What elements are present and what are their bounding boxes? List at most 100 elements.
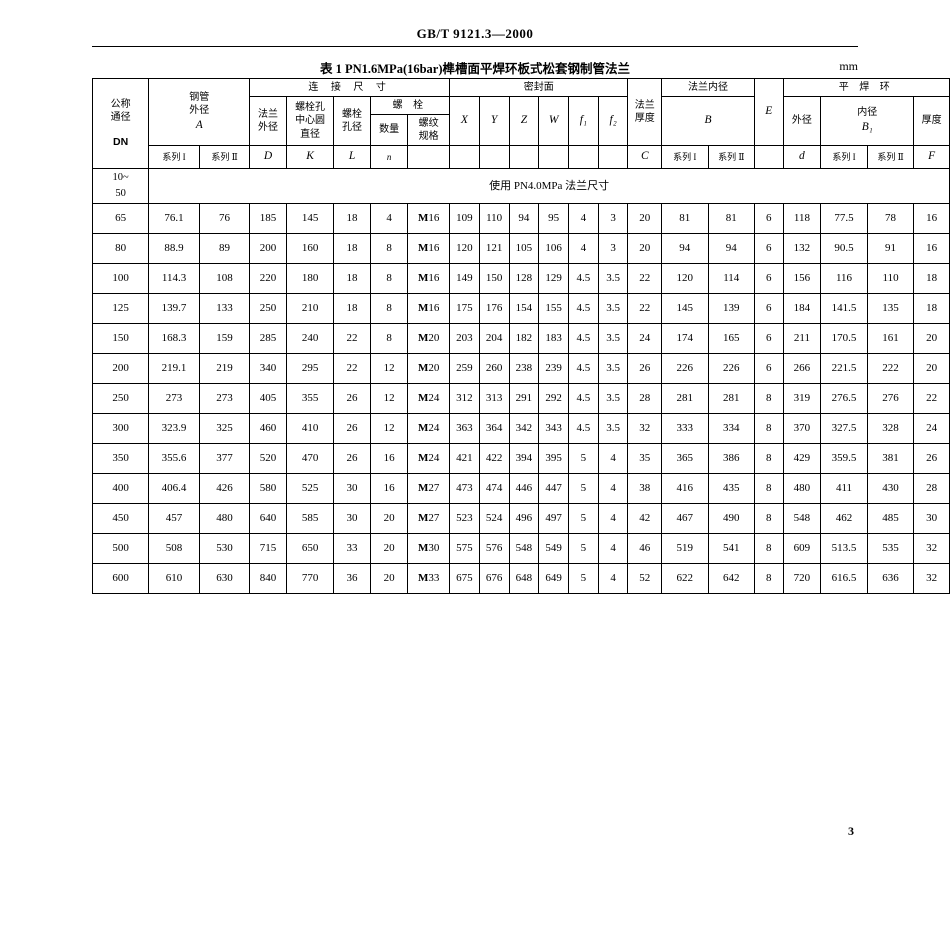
cell-f2: 4 — [597, 503, 629, 534]
cell-B_series1: 281 — [661, 383, 709, 414]
cell-f1: 4.5 — [568, 323, 599, 354]
cell-thread: M16 — [407, 293, 450, 324]
cell-A_series2: 219 — [198, 353, 251, 384]
header-W-spacer — [538, 145, 570, 169]
header-Y-spacer — [478, 145, 510, 169]
cell-E: 8 — [753, 383, 784, 414]
cell-A_series1: 273 — [148, 383, 200, 414]
cell-d: 211 — [782, 323, 822, 354]
cell-C: 52 — [627, 563, 663, 594]
cell-X: 203 — [448, 323, 480, 354]
cell-B_series1: 145 — [661, 293, 709, 324]
cell-thread: M16 — [407, 263, 450, 294]
header-symbol-C: C — [627, 145, 663, 169]
header-bolt-thread: 螺纹 规格 — [407, 114, 450, 146]
cell-f2: 3 — [597, 203, 629, 234]
header-nominal-diameter-line2: 通径 — [110, 112, 131, 124]
cell-C: 28 — [627, 383, 663, 414]
header-f2-spacer — [597, 145, 629, 169]
cell-W: 106 — [538, 233, 570, 264]
cell-f1: 4.5 — [568, 353, 599, 384]
cell-Y: 524 — [478, 503, 510, 534]
cell-B1_series1: 77.5 — [820, 203, 868, 234]
header-symbol-f2: f₂ — [597, 96, 629, 146]
header-bolt-thread-line2: 规格 — [418, 131, 439, 142]
cell-A_series1: 76.1 — [148, 203, 200, 234]
cell-DN: 350 — [91, 443, 150, 474]
cell-E: 8 — [753, 413, 784, 444]
cell-D: 580 — [249, 473, 287, 504]
cell-E: 8 — [753, 503, 784, 534]
header-flat-weld-ring: 平 焊 环 — [782, 78, 950, 97]
cell-L: 22 — [333, 353, 371, 384]
cell-K: 180 — [285, 263, 335, 294]
cell-E: 6 — [753, 263, 784, 294]
cell-DN: 150 — [91, 323, 150, 354]
header-bolt-hole-line1: 螺栓 — [342, 108, 363, 120]
header-B-series2: 系列 Ⅱ — [707, 145, 755, 169]
header-flange-id-symbol: B — [661, 96, 755, 146]
cell-B1_series1: 170.5 — [820, 323, 868, 354]
cell-K: 355 — [285, 383, 335, 414]
cell-C: 22 — [627, 293, 663, 324]
running-header: GB/T 9121.3—2000 — [416, 26, 534, 41]
table-row: 600 610 630 840 770 36 20 M33 675 676 648 649 5 4 52 62… — [91, 563, 950, 594]
table-row: 150 168.3 159 285 240 22 8 M20 203 204 182 183 4.5 3.… — [91, 323, 950, 354]
cell-W: 155 — [538, 293, 570, 324]
cell-X: 149 — [448, 263, 480, 294]
cell-Y: 313 — [478, 383, 510, 414]
table-row: 125 139.7 133 250 210 18 8 M16 175 176 154 155 4.5 3.… — [91, 293, 950, 324]
cell-n: 16 — [369, 473, 409, 504]
cell-K: 145 — [285, 203, 335, 234]
cell-B_series1: 333 — [661, 413, 709, 444]
cell-d: 548 — [782, 503, 822, 534]
cell-n: 8 — [369, 263, 409, 294]
cell-B1_series1: 359.5 — [820, 443, 868, 474]
cell-B_series2: 81 — [707, 203, 755, 234]
cell-Y: 150 — [478, 263, 510, 294]
cell-Y: 121 — [478, 233, 510, 264]
cell-DN: 500 — [91, 533, 150, 564]
cell-X: 259 — [448, 353, 480, 384]
header-flange-od-line2: 外径 — [258, 122, 279, 133]
cell-L: 30 — [333, 503, 371, 534]
cell-A_series1: 323.9 — [148, 413, 200, 444]
header-row-bolt-sub: 数量 螺纹 规格 — [93, 114, 950, 146]
cell-K: 525 — [285, 473, 335, 504]
cell-D: 640 — [249, 503, 287, 534]
cell-d: 370 — [782, 413, 822, 444]
cell-C: 26 — [627, 353, 663, 384]
table-row: 100 114.3 108 220 180 18 8 M16 149 150 128 129 4.5 3.… — [91, 263, 950, 294]
header-symbol-D: D — [249, 145, 287, 169]
cell-DN: 100 — [91, 263, 150, 294]
cell-K: 470 — [285, 443, 335, 474]
cell-B1_series2: 222 — [866, 353, 915, 384]
cell-B_series1: 416 — [661, 473, 709, 504]
header-nominal-diameter: 公称 通径 DN — [91, 78, 150, 169]
table-row: 300 323.9 325 460 410 26 12 M24 363 364 342 343 4.5 3… — [91, 413, 950, 444]
cell-C: 35 — [627, 443, 663, 474]
cell-n: 20 — [369, 503, 409, 534]
cell-C: 20 — [627, 203, 663, 234]
header-nominal-diameter-line1: 公称 — [110, 98, 131, 110]
cell-Z: 446 — [508, 473, 540, 504]
cell-thread: M24 — [407, 413, 450, 444]
cell-B_series1: 174 — [661, 323, 709, 354]
cell-K: 410 — [285, 413, 335, 444]
cell-DN: 125 — [91, 293, 150, 324]
cell-D: 460 — [249, 413, 287, 444]
cell-K: 770 — [285, 563, 335, 594]
cell-A_series1: 406.4 — [148, 473, 200, 504]
cell-B1_series2: 91 — [866, 233, 915, 264]
header-row-subgroups: 法兰 外径 螺栓孔 中心圆 直径 螺栓 孔径 螺 栓 X Y Z W f₁ — [93, 96, 950, 146]
cell-f2: 3.5 — [597, 383, 629, 414]
cell-L: 26 — [333, 383, 371, 414]
cell-B_series2: 94 — [707, 233, 755, 264]
cell-E: 6 — [753, 293, 784, 324]
header-symbol-d: d — [782, 145, 822, 169]
cell-B_series1: 81 — [661, 203, 709, 234]
cell-A_series2: 480 — [198, 503, 251, 534]
flange-table-container: 公称 通径 DN 钢管 外径 A 连 接 尺 寸 密封面 法兰 厚度 法兰 内径 … — [91, 78, 950, 594]
cell-B1_series1: 141.5 — [820, 293, 868, 324]
